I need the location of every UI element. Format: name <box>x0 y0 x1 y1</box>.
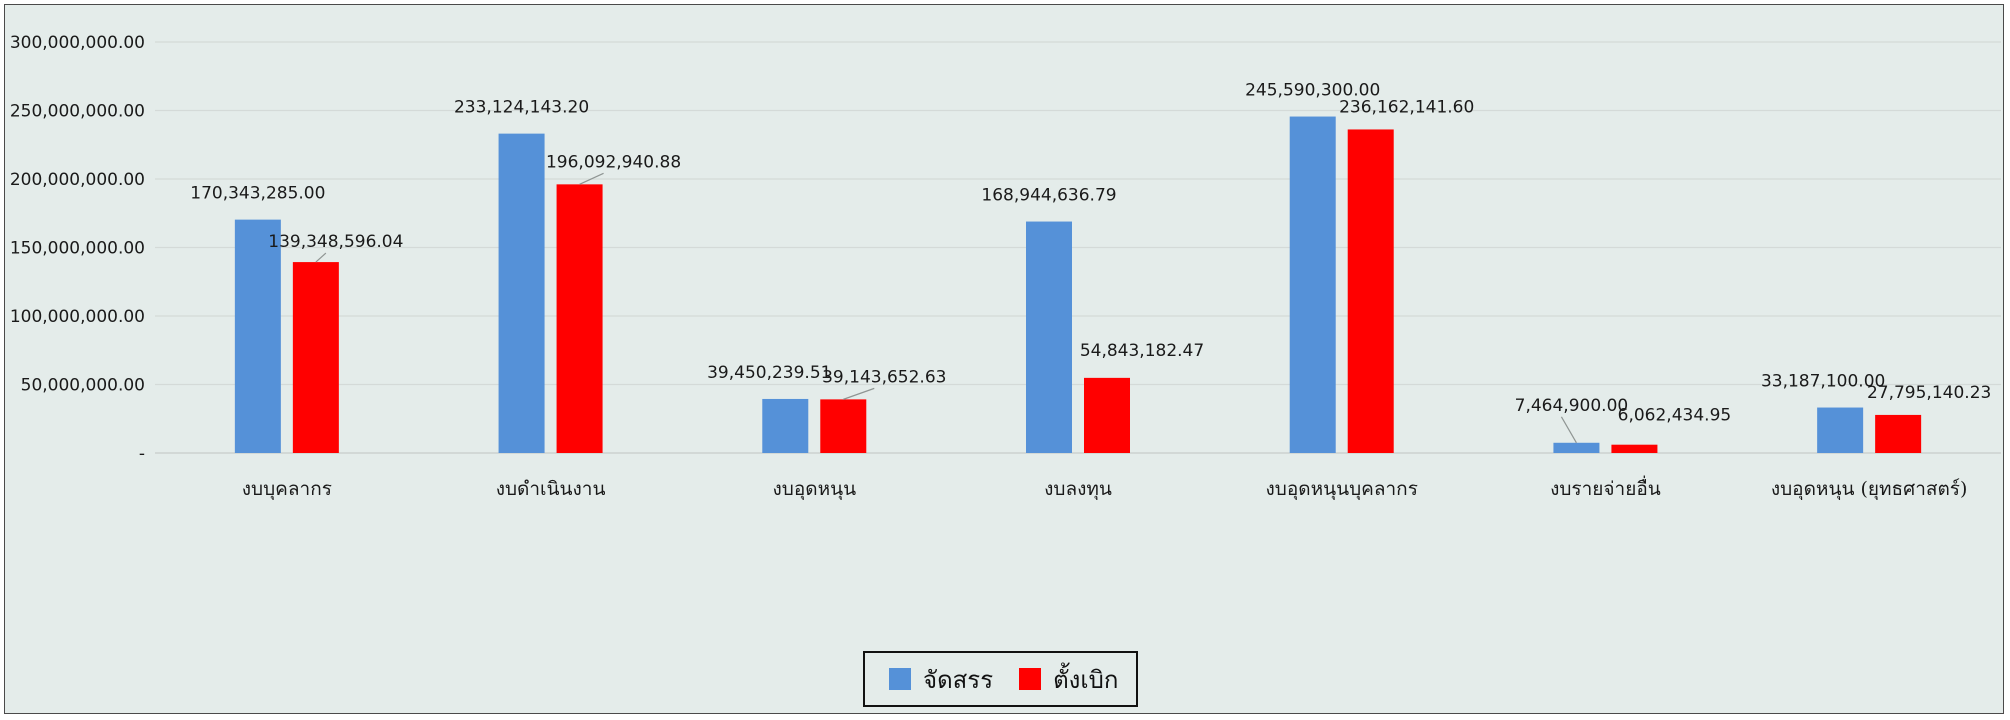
data-label-leader <box>1560 416 1577 444</box>
bar-chart: - 50,000,000.00 100,000,000.00 150,000,000.… <box>10 33 2001 501</box>
chart-frame: - 50,000,000.00 100,000,000.00 150,000,000.… <box>4 4 2004 714</box>
bar-disbursed <box>1611 444 1658 453</box>
y-tick-label: 300,000,000.00 <box>10 33 145 53</box>
data-label-allocated: 39,450,239.51 <box>707 363 831 383</box>
bar-disbursed <box>820 399 867 453</box>
legend-item-disbursed: ตั้งเบิก <box>1019 660 1118 699</box>
data-label-allocated: 168,944,636.79 <box>981 186 1116 206</box>
bar-disbursed <box>292 262 339 453</box>
data-label-leader <box>579 172 604 185</box>
legend: จัดสรร ตั้งเบิก <box>863 651 1139 707</box>
data-label-allocated: 170,343,285.00 <box>190 184 325 204</box>
data-label-allocated: 245,590,300.00 <box>1245 81 1380 101</box>
legend-swatch-allocated <box>889 668 911 690</box>
x-category-label: งบบุคลากร <box>242 478 332 501</box>
legend-label-allocated: จัดสรร <box>923 665 994 694</box>
bar-allocated <box>234 219 281 453</box>
x-category-label: งบรายจ่ายอื่น <box>1550 475 1661 500</box>
data-label-disbursed: 196,092,940.88 <box>546 152 681 172</box>
x-category-label: งบลงทุน <box>1044 478 1112 501</box>
y-tick-label: 150,000,000.00 <box>10 239 145 259</box>
data-label-disbursed: 54,843,182.47 <box>1080 341 1204 361</box>
bar-disbursed <box>556 184 603 454</box>
data-label-disbursed: 6,062,434.95 <box>1618 406 1732 426</box>
y-tick-label: 50,000,000.00 <box>21 376 145 396</box>
bar-allocated <box>1289 116 1336 453</box>
bar-disbursed <box>1347 129 1394 453</box>
bar-allocated <box>762 398 809 453</box>
legend-item-allocated: จัดสรร <box>889 660 993 699</box>
x-category-label: งบอุดหนุน <box>772 478 856 501</box>
data-label-leader <box>315 252 327 263</box>
x-category-label: งบอุดหนุน (ยุทธศาสตร์) <box>1771 478 1968 501</box>
data-label-disbursed: 27,795,140.23 <box>1867 383 1991 403</box>
data-label-leader <box>843 387 875 400</box>
data-label-allocated: 233,124,143.20 <box>454 98 589 118</box>
y-tick-label: - <box>139 444 145 464</box>
y-tick-label: 250,000,000.00 <box>10 102 145 122</box>
data-label-disbursed: 139,348,596.04 <box>268 232 403 252</box>
bar-disbursed <box>1875 414 1922 453</box>
bar-disbursed <box>1084 377 1130 453</box>
data-label-disbursed: 39,143,652.63 <box>822 367 946 387</box>
x-category-label: งบดำเนินงาน <box>496 478 606 500</box>
y-tick-label: 100,000,000.00 <box>10 307 145 327</box>
bar-allocated <box>498 133 545 453</box>
y-tick-label: 200,000,000.00 <box>10 170 145 190</box>
x-category-label: งบอุดหนุนบุคลากร <box>1266 478 1418 501</box>
legend-label-disbursed: ตั้งเบิก <box>1053 665 1119 694</box>
data-label-allocated: 33,187,100.00 <box>1761 372 1885 392</box>
legend-swatch-disbursed <box>1019 668 1042 690</box>
data-label-allocated: 7,464,900.00 <box>1515 396 1629 416</box>
data-label-disbursed: 236,162,141.60 <box>1339 97 1474 117</box>
bar-allocated <box>1817 407 1864 453</box>
bar-allocated <box>1026 221 1072 453</box>
bar-allocated <box>1553 442 1600 453</box>
